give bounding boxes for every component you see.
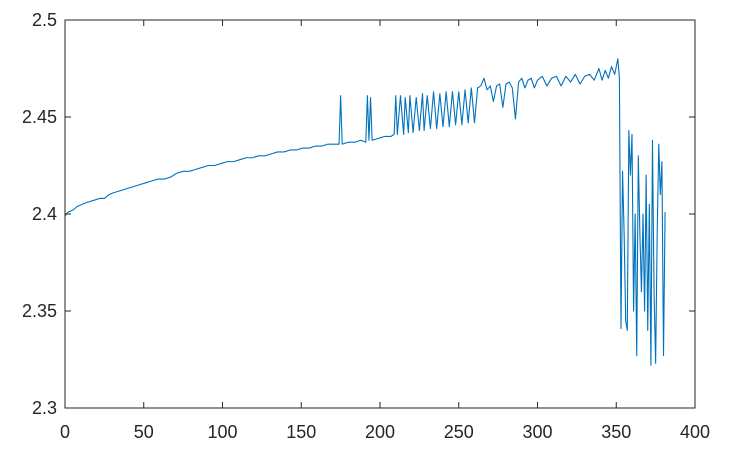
x-tick-label: 400 [680,422,710,442]
x-tick-label: 50 [134,422,154,442]
y-tick-label: 2.5 [32,10,57,30]
y-tick-label: 2.3 [32,398,57,418]
y-tick-label: 2.35 [22,301,57,321]
series-line-0 [64,58,666,366]
x-tick-label: 350 [601,422,631,442]
y-tick-label: 2.4 [32,204,57,224]
x-tick-label: 300 [522,422,552,442]
x-tick-label: 0 [60,422,70,442]
tick-labels-layer: 0 50 100 150 200 250 300 350 400 2.3 2.35 2.4 2.45 2.… [22,10,710,442]
x-tick-label: 200 [365,422,395,442]
y-tick-label: 2.45 [22,107,57,127]
series-layer [64,58,666,366]
plot-frame [64,19,696,409]
x-tick-label: 150 [286,422,316,442]
x-tick-label: 250 [444,422,474,442]
plot-background [65,20,695,408]
x-tick-label: 100 [207,422,237,442]
